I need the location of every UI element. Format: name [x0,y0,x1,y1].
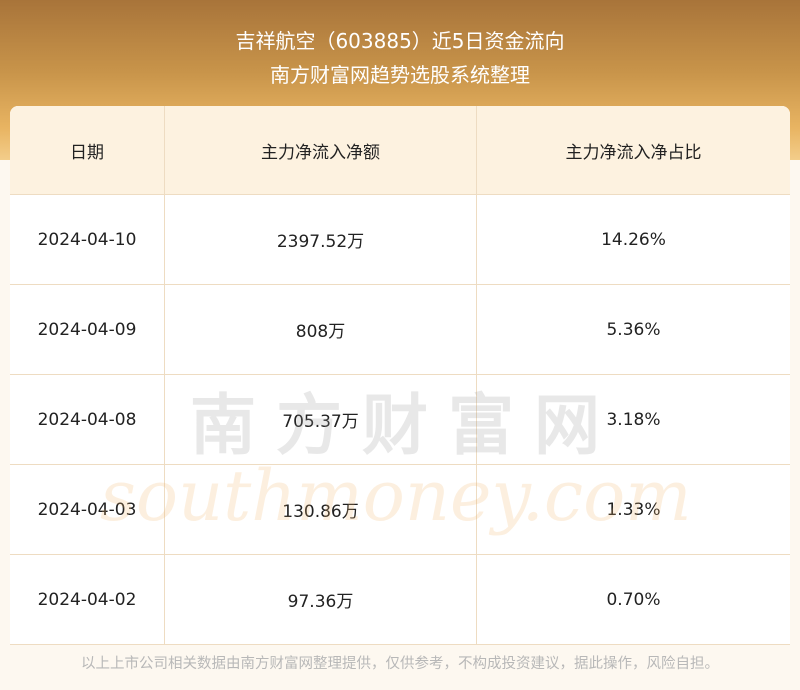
footer-note: 以上上市公司相关数据由南方财富网整理提供，仅供参考，不构成投资建议，据此操作，风… [81,656,719,672]
header-row: 日期 主力净流入净额 主力净流入净占比 [10,106,790,195]
table-cell: 0.70% [606,589,661,610]
table: 日期 主力净流入净额 主力净流入净占比 2024-04-10 2397.52万 14.26… [10,106,790,645]
table-row: 2024-04-08 705.37万 3.18% [10,375,790,465]
table-row: 2024-04-03 130.86万 1.33% [10,465,790,555]
table-cell: 2024-04-09 [10,285,165,374]
table-row: 2024-04-10 2397.52万 14.26% [10,195,790,285]
table-cell: 14.26% [601,229,666,250]
title: 吉祥航空（603885）近5日资金流向 [235,29,565,53]
table-cell: 130.86万 [165,465,477,554]
table-cell: 705.37万 [165,375,477,464]
table-cell: 5.36% [606,319,661,340]
watermark-site: southmoney.com [100,455,692,537]
table-cell: 3.18% [606,409,661,430]
column-header: 日期 [10,106,165,194]
column-header: 主力净流入净额 [165,106,477,194]
watermark-brand: 南方财富网 [190,387,620,464]
table-cell: 2024-04-02 [10,555,165,644]
column-header: 主力净流入净占比 [565,142,702,163]
table-cell: 2024-04-08 [10,375,165,464]
table-cell: 2397.52万 [165,195,477,284]
table-row: 2024-04-09 808万 5.36% [10,285,790,375]
table-cell: 1.33% [606,499,661,520]
table-cell: 2024-04-10 [10,195,165,284]
table-cell: 2024-04-03 [10,465,165,554]
subtitle: 南方财富网趋势选股系统整理 [270,63,530,87]
table-row: 2024-04-02 97.36万 0.70% [10,555,790,645]
table-cell: 808万 [165,285,477,374]
table-cell: 97.36万 [165,555,477,644]
